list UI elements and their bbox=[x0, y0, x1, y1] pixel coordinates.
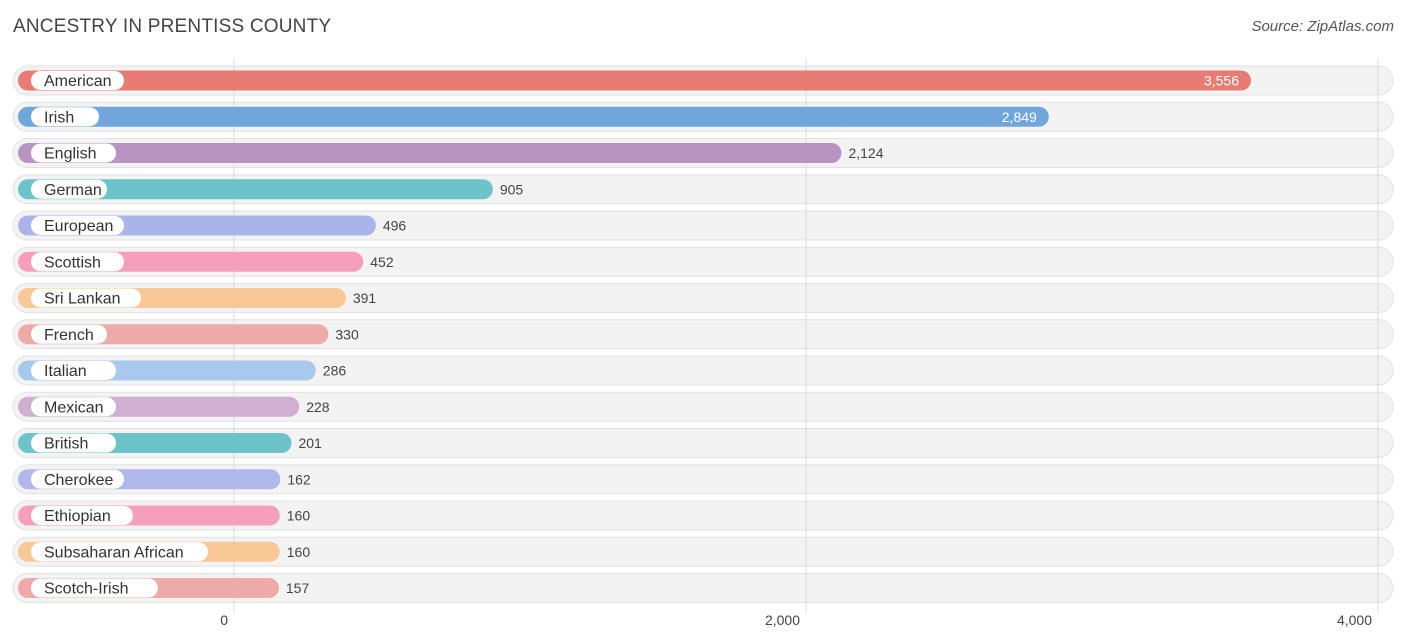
category-label: Sri Lankan bbox=[44, 291, 121, 308]
category-label: Irish bbox=[44, 109, 74, 126]
row-track bbox=[12, 500, 1394, 531]
category-label-pill bbox=[31, 288, 141, 308]
row-track bbox=[12, 536, 1394, 567]
value-label: 160 bbox=[287, 544, 311, 560]
bars: American 3,556 Irish 2,849 English 2,124 Germa… bbox=[18, 70, 1252, 598]
category-label: Ethiopian bbox=[44, 508, 111, 525]
row-track bbox=[12, 428, 1394, 458]
category-label-pill bbox=[31, 542, 208, 562]
value-label: 2,849 bbox=[1002, 109, 1037, 125]
category-label: Italian bbox=[44, 363, 87, 380]
row-track bbox=[12, 319, 1394, 350]
row-track bbox=[12, 391, 1394, 422]
value-label: 496 bbox=[383, 218, 407, 234]
category-label: French bbox=[44, 327, 94, 344]
value-label: 201 bbox=[298, 435, 322, 451]
x-tick-label: 4,000 bbox=[1337, 612, 1372, 628]
category-label: European bbox=[44, 218, 113, 235]
category-label-pill bbox=[31, 143, 116, 163]
x-tick-label: 0 bbox=[220, 612, 228, 628]
row-track bbox=[12, 283, 1394, 313]
category-label-pill bbox=[31, 578, 158, 598]
category-label: American bbox=[44, 73, 112, 90]
category-label-pill bbox=[31, 433, 116, 453]
value-label: 905 bbox=[500, 181, 524, 197]
category-label-pill bbox=[31, 216, 124, 235]
chart-source: Source: ZipAtlas.com bbox=[1251, 18, 1394, 35]
category-label-pill bbox=[31, 179, 107, 199]
category-label-pill bbox=[31, 361, 116, 380]
bar bbox=[18, 106, 1049, 127]
category-label-pill bbox=[31, 469, 124, 489]
row-track bbox=[12, 573, 1394, 603]
category-label: Subsaharan African bbox=[44, 544, 184, 561]
bar bbox=[18, 70, 1252, 91]
category-label: German bbox=[44, 182, 102, 199]
category-label-pill bbox=[31, 397, 116, 417]
value-label: 2,124 bbox=[848, 145, 883, 161]
category-label-pill bbox=[31, 506, 133, 525]
value-label: 330 bbox=[335, 326, 359, 342]
bar bbox=[18, 179, 493, 200]
value-label: 228 bbox=[306, 399, 330, 415]
chart-title: ANCESTRY IN PRENTISS COUNTY bbox=[13, 16, 332, 37]
x-tick-label: 2,000 bbox=[765, 612, 800, 628]
category-label: Scottish bbox=[44, 254, 101, 271]
category-label: Scotch-Irish bbox=[44, 581, 128, 598]
value-label: 162 bbox=[287, 471, 311, 487]
value-label: 157 bbox=[286, 580, 310, 596]
value-label: 452 bbox=[370, 254, 394, 270]
category-label-pill bbox=[31, 324, 107, 344]
category-label: Cherokee bbox=[44, 472, 113, 489]
row-track bbox=[12, 355, 1394, 386]
category-label-pill bbox=[31, 107, 99, 127]
category-label-pill bbox=[31, 71, 124, 90]
category-label: Mexican bbox=[44, 399, 104, 416]
row-track bbox=[12, 464, 1394, 495]
bar bbox=[18, 143, 842, 163]
value-label: 286 bbox=[323, 363, 347, 379]
value-label: 3,556 bbox=[1204, 73, 1239, 89]
category-label: English bbox=[44, 146, 96, 163]
category-label: British bbox=[44, 436, 88, 453]
category-label-pill bbox=[31, 252, 124, 272]
value-label: 160 bbox=[287, 508, 311, 524]
value-label: 391 bbox=[353, 290, 377, 306]
